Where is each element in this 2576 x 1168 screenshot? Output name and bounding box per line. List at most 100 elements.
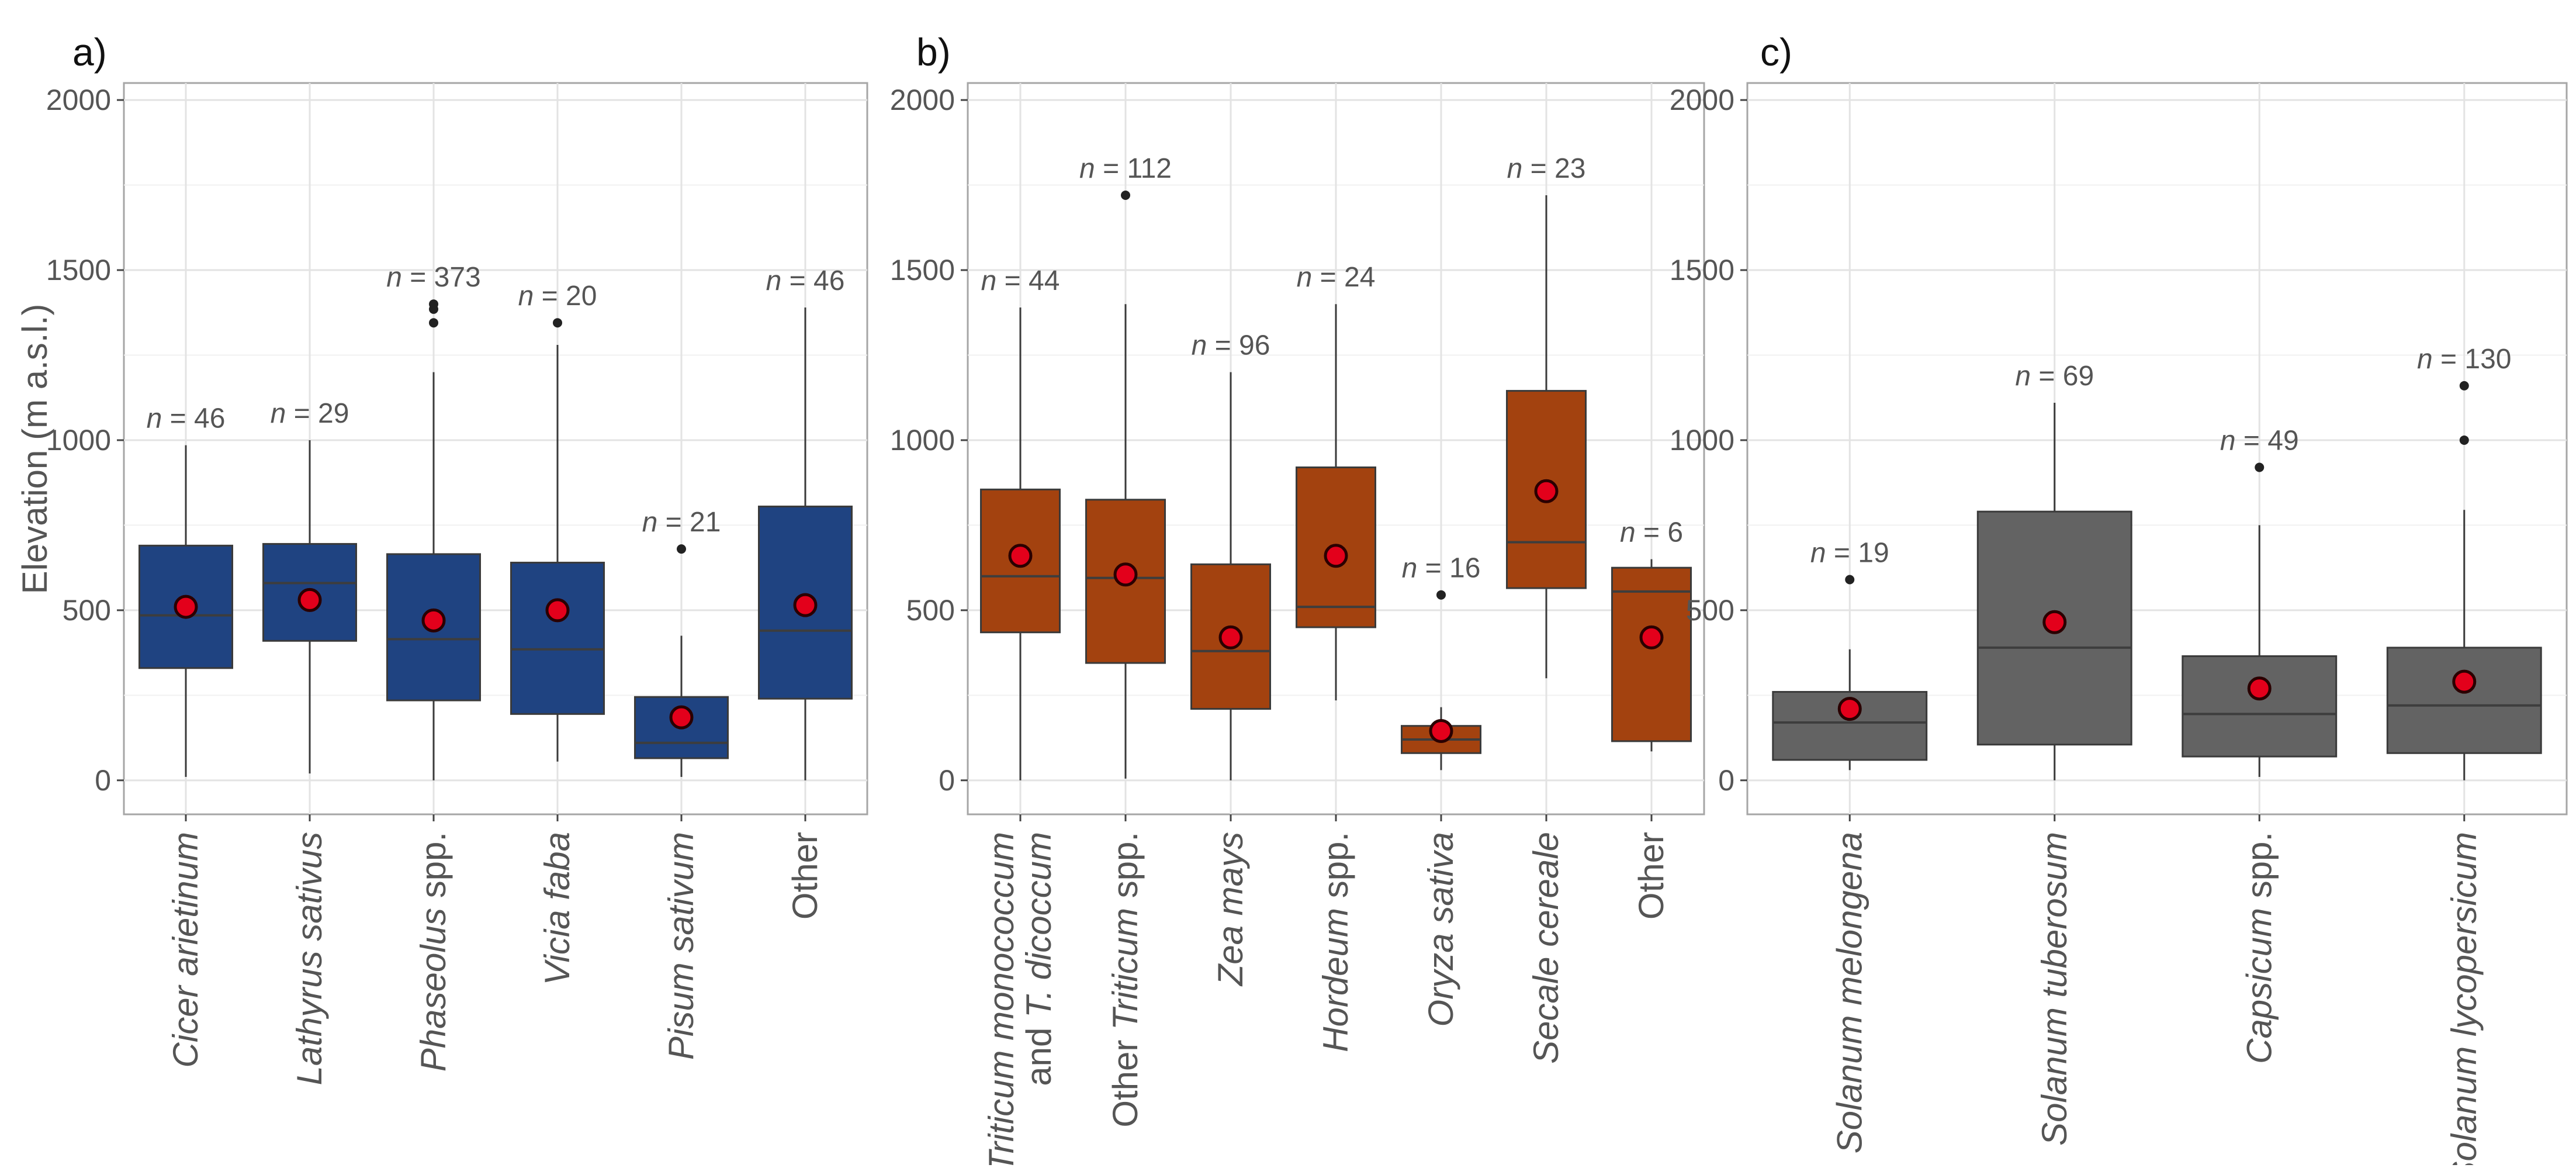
mean-point <box>669 705 694 730</box>
mean-point <box>421 608 446 633</box>
box-solanum-melongena: n = 19 <box>1772 538 1928 770</box>
iqr-box <box>386 553 481 702</box>
n-label: n = 373 <box>386 262 481 293</box>
x-category-label: Pisum sativum <box>662 832 701 1060</box>
n-label: n = 19 <box>1810 538 1889 569</box>
iqr-box <box>2386 647 2542 754</box>
outlier-point <box>429 318 438 328</box>
mean-point <box>297 588 322 612</box>
x-category-label: Other <box>785 832 825 920</box>
outlier-point <box>2459 435 2469 445</box>
y-tick-label: 1500 <box>890 254 955 286</box>
y-tick-label: 2000 <box>46 84 111 116</box>
box-zea-mays: n = 96 <box>1190 330 1271 780</box>
y-tick-label: 2000 <box>890 84 955 116</box>
x-category-label: Zea mays <box>1211 832 1250 987</box>
outlier-point <box>1121 191 1130 201</box>
panel-label: b) <box>916 30 951 74</box>
outlier-point <box>2255 462 2265 472</box>
outlier-point <box>429 299 438 309</box>
outlier-point <box>2459 381 2469 391</box>
n-label: n = 29 <box>271 398 349 429</box>
box-secale-cereale: n = 23 <box>1506 153 1587 679</box>
x-category-label: Capsicum spp. <box>2239 832 2279 1064</box>
y-tick-label: 0 <box>1718 764 1734 797</box>
outlier-point <box>1436 590 1446 600</box>
panel-3: 0 500 1000 1500 2000 n = 19 Solanum melongena n… <box>1670 30 2568 1168</box>
mean-point <box>545 598 570 623</box>
n-label: n = 6 <box>1620 517 1683 548</box>
x-category-label: Triticum monococcum <box>982 832 1021 1165</box>
panel-1: 0 500 1000 1500 2000 n = 46 Cicer arietinum n =… <box>46 30 868 1086</box>
mean-point <box>1008 544 1033 568</box>
box-other: n = 46 <box>758 265 853 780</box>
n-label: n = 46 <box>147 403 226 434</box>
y-tick-label: 1500 <box>46 254 111 286</box>
x-category-label: Secale cereale <box>1526 832 1566 1064</box>
n-label: n = 16 <box>1402 553 1481 584</box>
y-tick-label: 1000 <box>1670 424 1734 457</box>
outlier-point <box>553 318 562 328</box>
mean-point <box>2042 610 2067 634</box>
iqr-box <box>2182 655 2338 758</box>
mean-point <box>1218 625 1243 649</box>
x-category-label: Cicer arietinum <box>166 832 205 1067</box>
n-label: n = 46 <box>766 265 845 296</box>
n-label: n = 96 <box>1192 330 1270 361</box>
n-label: n = 112 <box>1079 153 1172 184</box>
panel-label: c) <box>1760 30 1792 74</box>
y-tick-label: 0 <box>939 764 955 797</box>
y-tick-label: 500 <box>63 594 111 627</box>
n-label: n = 24 <box>1297 262 1376 293</box>
n-label: n = 23 <box>1507 153 1586 184</box>
mean-point <box>1324 544 1348 568</box>
mean-point <box>1113 562 1138 587</box>
n-label: n = 130 <box>2417 344 2512 375</box>
plot-area <box>123 82 868 815</box>
y-tick-label: 1000 <box>46 424 111 457</box>
box-solanum-tuberosum: n = 69 <box>1976 361 2132 780</box>
box-other-triticum-spp-: n = 112 <box>1079 153 1172 779</box>
x-category-label: Phaseolus spp. <box>414 832 453 1072</box>
n-label: n = 44 <box>981 265 1060 296</box>
x-category-label: Solanum melongena <box>1830 832 1869 1153</box>
box-capsicum-spp-: n = 49 <box>2182 426 2338 777</box>
box-hordeum-spp-: n = 24 <box>1296 262 1376 701</box>
mean-point <box>174 595 198 619</box>
box-solanum-lycopersicum: n = 130 <box>2386 344 2542 780</box>
x-category-label: Oryza sativa <box>1421 832 1460 1027</box>
mean-point <box>1534 479 1559 503</box>
y-tick-label: 2000 <box>1670 84 1734 116</box>
x-category-label: Solanum lycopersicum <box>2445 832 2484 1165</box>
mean-point <box>1429 718 1453 743</box>
x-category-label: Solanum tuberosum <box>2035 832 2074 1146</box>
x-category-label: Other Triticum spp. <box>1106 832 1145 1128</box>
iqr-box <box>510 561 605 715</box>
mean-point <box>1639 625 1664 649</box>
box-phaseolus-spp-: n = 373 <box>386 262 481 780</box>
box-cicer-arietinum: n = 46 <box>139 403 233 777</box>
panel-2: 0 500 1000 1500 2000 n = 44 Triticum monococcu… <box>890 30 1705 1168</box>
y-tick-label: 1500 <box>1670 254 1734 286</box>
box-lathyrus-sativus: n = 29 <box>262 398 357 774</box>
x-category-label: Vicia faba <box>538 832 577 985</box>
n-label: n = 49 <box>2220 426 2299 457</box>
x-category-label: Lathyrus sativus <box>290 832 329 1086</box>
x-category-label: Other <box>1632 832 1671 920</box>
mean-point <box>2247 676 2272 701</box>
x-category-label: and T. dicoccum <box>1019 832 1058 1086</box>
y-tick-label: 500 <box>906 594 955 627</box>
box-oryza-sativa: n = 16 <box>1401 553 1481 770</box>
box-other: n = 6 <box>1611 517 1692 752</box>
y-tick-label: 500 <box>1686 594 1734 627</box>
n-label: n = 20 <box>518 281 597 312</box>
x-category-label: Hordeum spp. <box>1316 832 1355 1052</box>
n-label: n = 21 <box>642 507 721 538</box>
mean-point <box>1837 697 1862 721</box>
iqr-box <box>1611 566 1692 742</box>
y-tick-label: 1000 <box>890 424 955 457</box>
y-tick-label: 0 <box>95 764 111 797</box>
y-axis-title: Elevation (m a.s.l.) <box>15 304 54 595</box>
